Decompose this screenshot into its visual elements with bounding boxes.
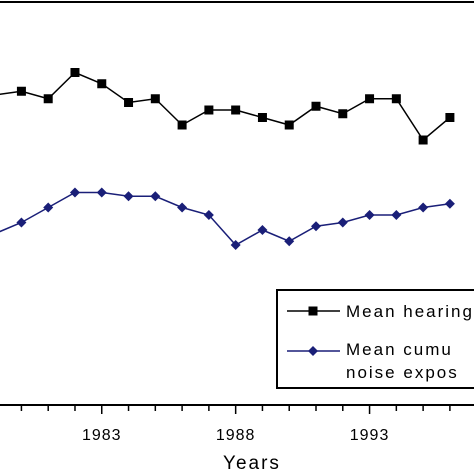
data-point	[338, 109, 348, 119]
data-point	[337, 217, 348, 228]
data-point	[16, 217, 27, 228]
series-layer	[0, 68, 455, 250]
data-point	[257, 225, 268, 235]
data-point	[43, 94, 53, 104]
data-point	[69, 187, 80, 198]
data-point	[257, 113, 267, 122]
x-tick-label: 1983	[82, 427, 122, 444]
series-line	[0, 71, 451, 142]
data-point	[418, 135, 428, 145]
legend-box	[276, 289, 474, 389]
x-axis-title: Years	[223, 453, 281, 474]
data-point	[97, 79, 107, 89]
x-tick-label: 1988	[216, 427, 256, 444]
data-point	[311, 101, 321, 111]
legend-label-mean-cumulative: Mean cumu	[346, 340, 453, 359]
data-point	[418, 202, 429, 213]
data-point	[364, 210, 375, 220]
data-point	[16, 86, 26, 96]
series-0	[0, 68, 455, 145]
data-point	[231, 105, 241, 115]
legend-label-noise-exposure: noise expos	[346, 363, 459, 382]
data-point	[123, 191, 134, 202]
series-1	[0, 187, 455, 250]
data-point	[177, 120, 187, 130]
data-point	[124, 98, 134, 107]
data-point	[444, 198, 455, 209]
data-point	[150, 94, 160, 104]
data-point	[70, 68, 80, 77]
series-line	[0, 191, 451, 246]
data-point	[150, 191, 161, 202]
data-point	[204, 105, 214, 115]
data-point	[365, 94, 375, 104]
legend-label-mean-hearing: Mean hearing	[346, 302, 474, 321]
data-point	[391, 94, 401, 104]
data-point	[391, 210, 402, 220]
data-point	[203, 210, 214, 220]
data-point	[445, 113, 455, 122]
chart-axes	[0, 1, 474, 406]
x-tick-label: 1993	[350, 427, 390, 444]
data-point	[43, 202, 54, 213]
data-point	[96, 187, 107, 198]
data-point	[177, 202, 188, 213]
data-point	[230, 240, 241, 250]
legend-marker-diamond	[308, 346, 318, 356]
x-axis-ticks	[20, 405, 451, 414]
data-point	[284, 236, 295, 247]
x-axis-tick-labels: 1983 1988 1993	[82, 427, 390, 444]
legend-marker-square	[308, 306, 318, 316]
legend: Mean hearing Mean cumu noise expos	[276, 289, 474, 389]
data-point	[284, 120, 294, 130]
data-point	[311, 221, 321, 232]
